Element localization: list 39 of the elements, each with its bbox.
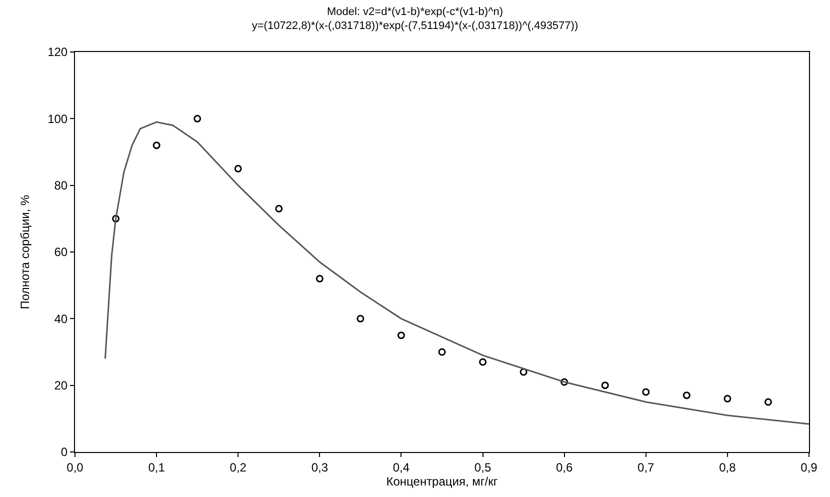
point [682, 392, 690, 400]
x-tick-label: 0,3 [311, 460, 328, 474]
point [520, 368, 528, 376]
x-tick-label: 0,5 [474, 460, 492, 474]
line-series [104, 121, 809, 425]
x-tick-label: 0,8 [719, 460, 736, 474]
point [438, 348, 446, 356]
point [724, 394, 732, 402]
x-tick-label: 0,0 [66, 460, 84, 474]
point [152, 142, 160, 150]
x-tick-label: 0,2 [230, 460, 247, 474]
y-tick-label: 0 [60, 445, 68, 460]
point [642, 388, 650, 396]
chart-title: Model: v2=d*(v1-b)*exp(-c*(v1-b)^n) [326, 6, 504, 18]
x-tick-label: 0,9 [800, 460, 818, 474]
point [397, 332, 405, 340]
point [601, 382, 609, 390]
y-tick-label: 100 [48, 112, 68, 126]
chart-subtitle: y=(10722,8)*(x-(,031718))*exp(-(7,51194)*(x-(,031718))^(,493577)) [252, 20, 578, 32]
x-axis-title: Концентрация, мг/кг [386, 474, 498, 488]
x-tick-label: 0,6 [556, 460, 573, 474]
point [316, 274, 324, 282]
x-tick-label: 0,7 [638, 460, 655, 474]
point [194, 114, 202, 122]
y-tick-label: 40 [54, 312, 68, 326]
x-tick-label: 0,1 [148, 460, 166, 474]
x-tick-label: 0,4 [392, 460, 410, 474]
point [479, 358, 487, 366]
point [275, 204, 283, 212]
point [356, 314, 364, 322]
y-tick-label: 60 [54, 245, 68, 260]
point [234, 164, 242, 172]
y-axis-title: Полнота сорбции, % [18, 194, 32, 310]
y-tick-label: 120 [48, 45, 68, 60]
point [112, 214, 120, 222]
point [560, 378, 568, 386]
y-tick-label: 80 [54, 178, 68, 193]
point [764, 398, 772, 406]
y-tick-label: 20 [54, 378, 68, 393]
